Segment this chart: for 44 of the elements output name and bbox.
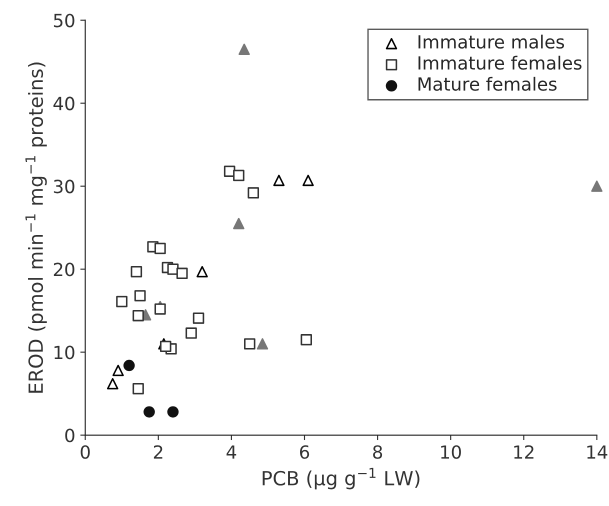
x-axis-title: PCB (µg g$^{−1}$ LW) <box>262 468 420 490</box>
legend-label: Immature males <box>418 34 564 49</box>
y-tick-label: 50 <box>54 14 74 28</box>
point <box>196 266 208 278</box>
point <box>591 180 602 192</box>
x-tick-label: 2 <box>154 445 162 459</box>
point <box>248 187 260 199</box>
y-axis-title: EROD (pmol min$^{−1}$ mg$^{−1}$ proteins) <box>25 62 47 393</box>
point <box>176 268 188 280</box>
point <box>167 406 179 418</box>
point <box>154 242 166 254</box>
point <box>302 174 314 186</box>
point <box>134 290 146 302</box>
point <box>233 218 244 230</box>
y-tick-label: 40 <box>53 96 74 110</box>
point <box>300 334 312 346</box>
point <box>123 360 135 372</box>
x-tick-label: 14 <box>587 445 608 459</box>
point <box>256 338 268 350</box>
point <box>116 296 128 308</box>
x-tick-label: 8 <box>373 445 382 459</box>
point <box>130 266 142 278</box>
point <box>233 170 244 182</box>
y-tick-label: 20 <box>54 262 74 276</box>
point <box>144 406 155 418</box>
x-tick-label: 4 <box>226 445 236 459</box>
legend-label: Immature females <box>418 56 582 70</box>
point <box>192 312 204 324</box>
x-tick-label: 6 <box>300 445 310 459</box>
x-tick-label: 12 <box>514 445 534 459</box>
point <box>154 303 166 315</box>
point <box>160 340 172 352</box>
legend-label: Mature females <box>418 76 557 91</box>
y-tick-label: 10 <box>54 346 74 360</box>
y-tick-label: 30 <box>54 180 74 194</box>
point <box>238 44 250 55</box>
point <box>106 378 118 390</box>
y-tick-label: 0 <box>65 428 74 442</box>
point <box>273 174 285 186</box>
x-tick-label: 0 <box>80 445 90 459</box>
point <box>112 364 124 376</box>
point <box>186 327 197 339</box>
x-tick-label: 10 <box>441 445 461 459</box>
point <box>132 310 144 322</box>
